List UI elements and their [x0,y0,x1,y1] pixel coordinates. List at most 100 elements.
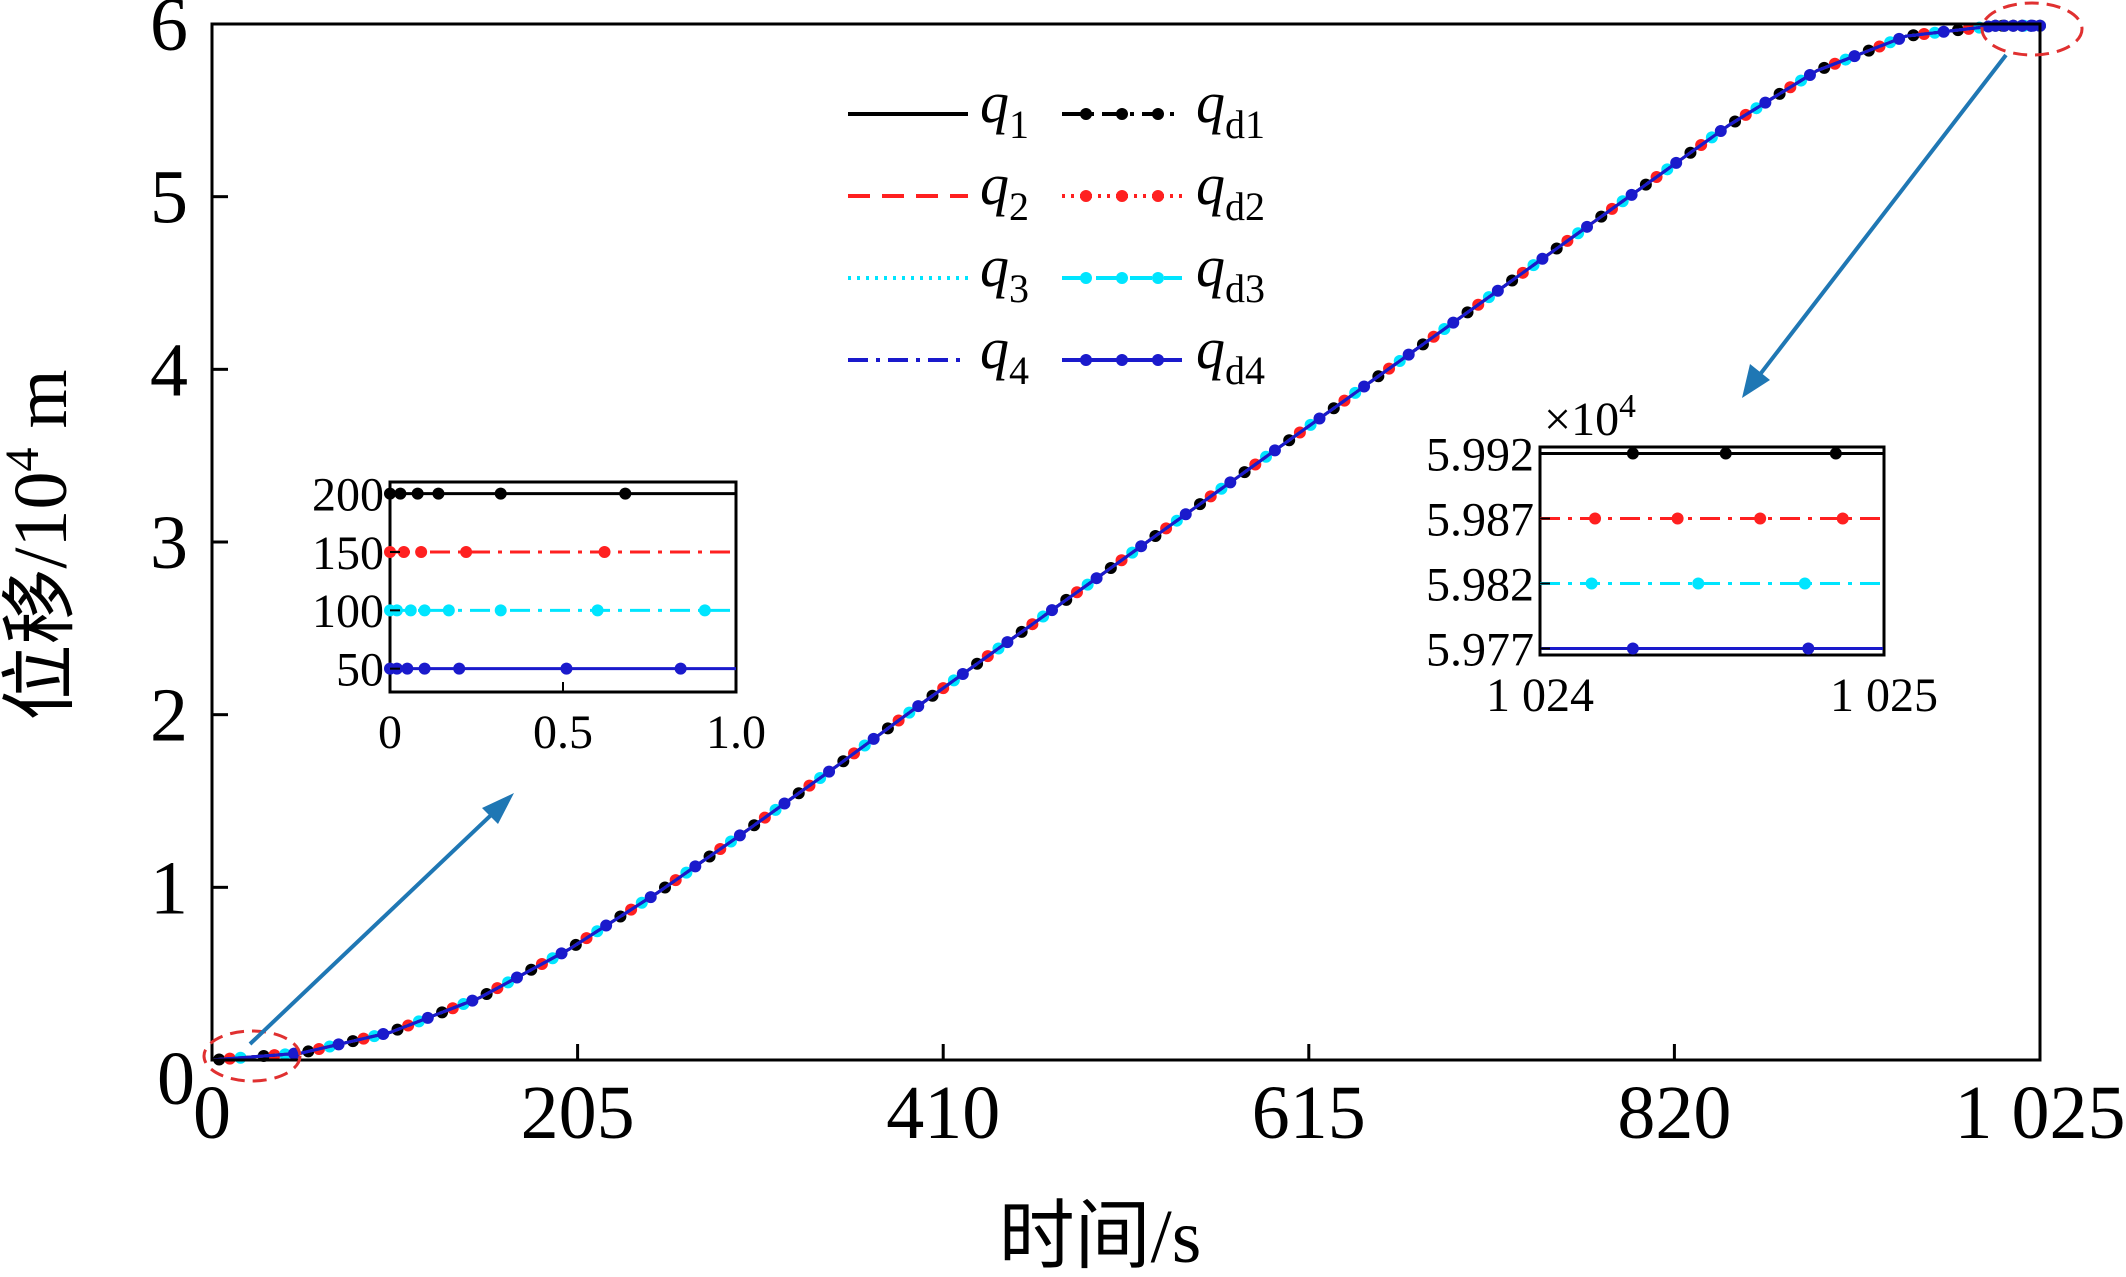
legend-marker [1116,354,1128,366]
main-plot-frame [210,22,2042,1062]
data-marker [600,919,613,932]
highlight-ellipse-start [202,1029,302,1083]
data-marker [1937,25,1950,38]
data-marker [1581,220,1594,233]
inset-marker [1626,642,1639,655]
inset-marker [598,546,611,558]
legend-item-q2: q2 [848,152,1029,229]
data-marker [823,765,836,778]
data-marker [1001,636,1014,649]
legend-marker [1152,190,1164,202]
legend-item-q4: q4 [848,316,1029,393]
zoom-callout-start [202,793,514,1083]
inset-x-tick-label: 0.5 [533,706,593,759]
inset-x-tick-label: 1.0 [706,706,766,759]
legend-marker [1080,354,1092,366]
inset-series-qd1 [1540,447,1884,460]
inset-marker [394,487,407,500]
inset-marker [418,662,431,675]
inset-multiplier: ×104 [1544,388,1636,446]
inset-marker [1829,447,1842,460]
data-marker [1670,156,1683,169]
inset-marker [1585,577,1598,590]
data-marker [912,700,925,713]
inset-series-qd4 [1540,642,1884,655]
y-axis-label: 位移/104 m [0,369,83,720]
data-marker [1625,188,1638,201]
x-tick-label: 410 [886,1071,1000,1155]
legend-marker [1080,190,1092,202]
inset-marker [432,487,445,500]
inset-y-tick-label: 50 [336,643,384,696]
highlight-ellipse-end [1980,1,2084,57]
inset-end: 1 024 1 025 5.977 5.982 5.987 5.992×104 [1426,388,1938,722]
inset-y-tick-label: 5.982 [1426,558,1534,611]
inset-marker [1836,512,1849,525]
legend-marker [1116,190,1128,202]
data-marker [1848,50,1861,63]
inset-frame [388,480,738,694]
inset-marker [453,662,466,675]
legend-marker [1116,272,1128,284]
legend-marker [1152,354,1164,366]
data-marker [733,829,746,842]
x-tick-label: 205 [521,1071,635,1155]
legend-item-qd2: qd2 [1062,152,1265,229]
inset-marker [1754,512,1767,525]
data-marker [1090,572,1103,585]
legend-label: q4 [980,316,1029,393]
inset-marker [397,546,410,558]
data-marker [421,1011,434,1024]
zoom-arrowhead-end [1742,364,1770,398]
inset-marker [1798,577,1811,590]
data-marker [1224,476,1237,489]
y-tick-label: 4 [150,328,188,412]
inset-y-tick-label: 5.977 [1426,623,1534,676]
data-marker [778,797,791,810]
inset-marker [415,546,428,558]
data-marker [555,947,568,960]
legend-marker [1080,108,1092,120]
data-marker [377,1028,390,1041]
data-marker [1313,412,1326,425]
data-marker [689,860,702,873]
data-marker [1447,316,1460,329]
inset-marker [1692,577,1705,590]
inset-marker [560,662,573,675]
data-marker [1714,124,1727,137]
data-marker [1759,96,1772,109]
y-tick-label: 1 [150,846,188,930]
x-tick-label: 820 [1617,1071,1731,1155]
inset-series-qd3 [1540,577,1884,590]
x-tick-label: 0 [193,1071,231,1155]
inset-marker [619,487,632,500]
y-tick-label: 2 [150,674,188,758]
legend-marker [1152,108,1164,120]
data-marker [288,1047,301,1060]
data-marker [1893,32,1906,45]
legend-item-q3: q3 [848,234,1029,311]
zoom-callout-end [1742,1,2084,398]
inset-marker [401,662,414,675]
x-tick-label: 1 025 [1955,1071,2126,1155]
main-tick-labels: 0 205 410 615 820 1 025 0 1 2 3 4 5 6 [150,0,2126,1155]
inset-x-tick-label: 1 024 [1486,669,1594,722]
data-marker [1402,348,1415,361]
inset-marker [1802,642,1815,655]
legend-label: qd2 [1196,152,1265,229]
zoom-arrow-start [248,797,510,1046]
legend-label: qd3 [1196,234,1265,311]
data-marker [466,994,479,1007]
inset-marker [418,604,431,617]
inset-marker [494,487,507,500]
inset-marker [1589,512,1602,525]
inset-marker [591,604,604,617]
y-tick-label: 5 [150,156,188,240]
inset-y-tick-label: 5.992 [1426,428,1534,481]
inset-marker [1719,447,1732,460]
legend-item-qd3: qd3 [1062,234,1265,311]
y-origin-label: 0 [157,1037,195,1121]
data-marker [1179,508,1192,521]
